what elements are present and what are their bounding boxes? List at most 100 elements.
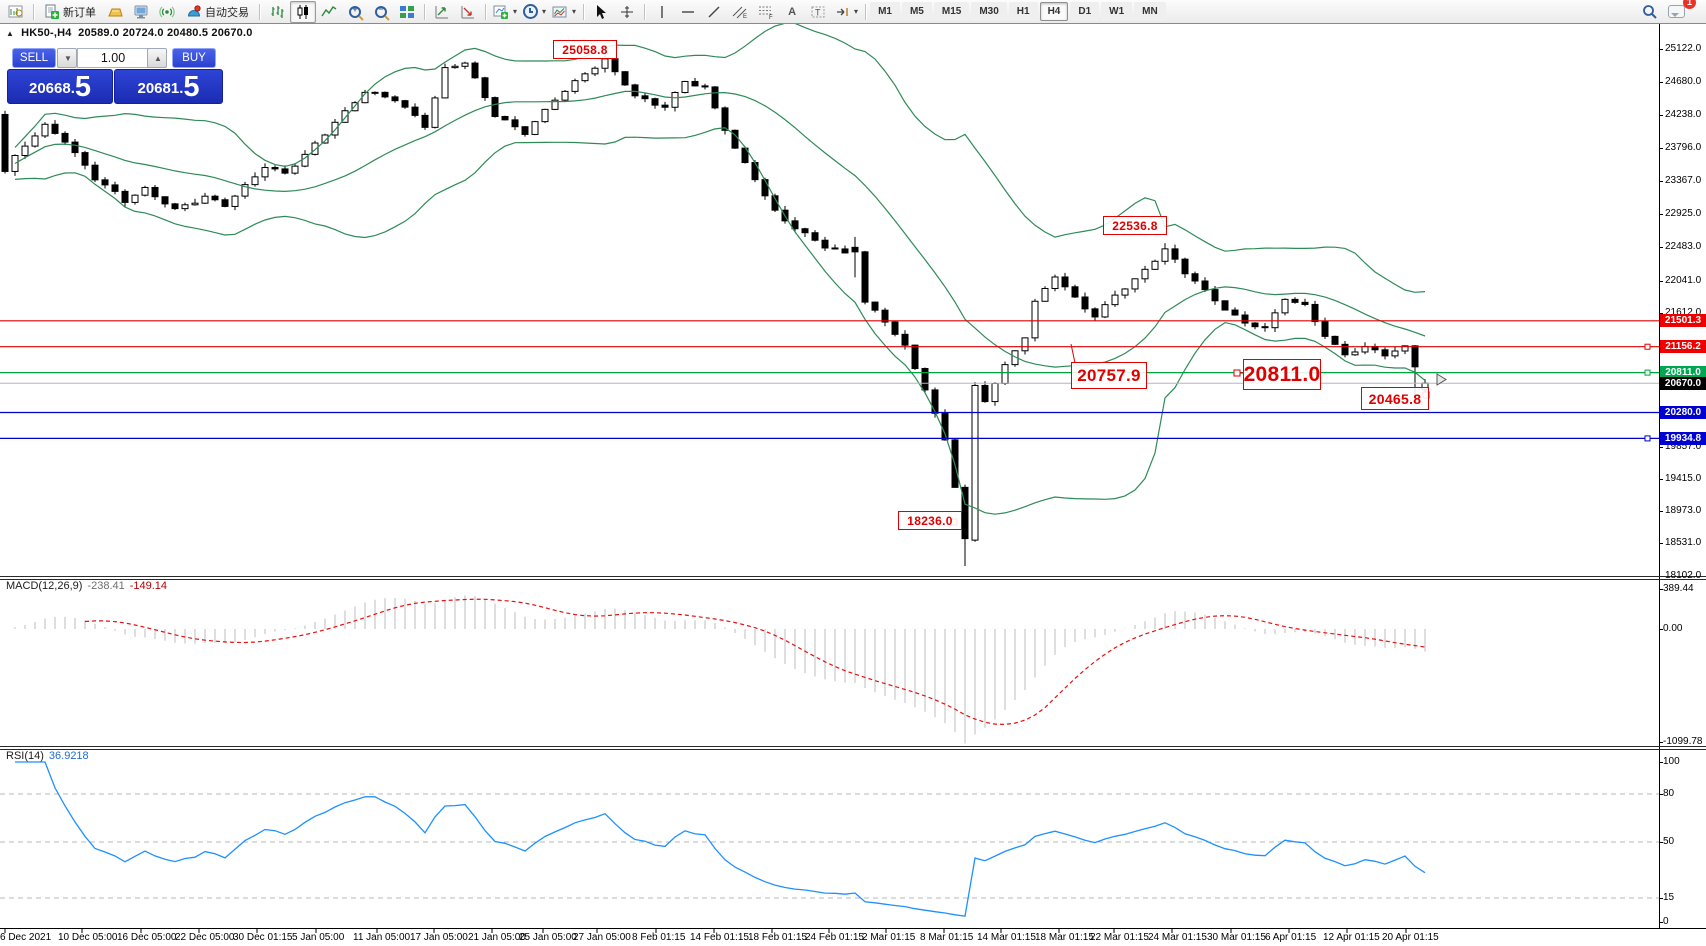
time-label: 5 Jan 05:00: [292, 932, 345, 943]
callout-handle[interactable]: [1233, 369, 1241, 377]
separator: [583, 3, 585, 20]
crosshair-button[interactable]: [614, 1, 640, 23]
macd-axis-label: 389.44: [1663, 583, 1694, 594]
rsi-axis-label: 15: [1663, 892, 1675, 903]
macd-name: MACD(12,26,9): [6, 580, 83, 592]
arrow-up-chart-icon: [435, 5, 448, 18]
volume-input[interactable]: 1.00: [77, 48, 149, 68]
dropdown-caret-icon: ▾: [854, 7, 859, 16]
callout-18236.0[interactable]: 18236.0: [898, 511, 962, 530]
timeframe-M30[interactable]: M30: [971, 2, 1007, 21]
bar-chart-button[interactable]: [264, 1, 290, 23]
callout-20811.0[interactable]: 20811.0: [1243, 359, 1321, 390]
rsi-name: RSI(14): [6, 750, 44, 762]
rsi-axis-label: 100: [1663, 756, 1680, 767]
symbol-period: HK50-,H4: [21, 27, 72, 39]
new-chart-button[interactable]: ▾: [490, 1, 520, 23]
line-handle[interactable]: [1644, 369, 1651, 376]
cursor-button[interactable]: [588, 1, 614, 23]
text-label-button[interactable]: T: [805, 1, 831, 23]
price-tick-label: 19857.0: [1665, 441, 1702, 452]
price-tick-label: 18973.0: [1665, 505, 1702, 516]
price-tick-label: 18531.0: [1665, 537, 1702, 548]
arrows-tool-button[interactable]: ▾: [831, 1, 861, 23]
dropdown-caret-icon: ▾: [542, 7, 547, 16]
volume-increase-button[interactable]: ▲: [147, 48, 167, 68]
bar-chart-icon: [271, 5, 284, 18]
chat-button[interactable]: 1: [1663, 0, 1696, 23]
timeframe-M15[interactable]: M15: [933, 2, 970, 21]
callout-20465.8[interactable]: 20465.8: [1361, 387, 1429, 410]
price-marker-label-21156.2: 21156.2: [1660, 340, 1706, 354]
callout-22536.8[interactable]: 22536.8: [1103, 216, 1167, 235]
indicator-up-button[interactable]: [429, 1, 455, 23]
dropdown-caret-icon: ▾: [513, 7, 518, 16]
timeframe-D1[interactable]: D1: [1070, 2, 1100, 21]
price-tick-label: 22483.0: [1665, 241, 1702, 252]
time-label: 30 Mar 01:15: [1207, 932, 1266, 943]
volume-decrease-button[interactable]: ▼: [57, 48, 77, 68]
chat-icon: [1667, 5, 1685, 18]
timeframe-MN[interactable]: MN: [1134, 2, 1166, 21]
buy-price-pip: 5: [183, 71, 200, 103]
zoom-in-button[interactable]: +: [342, 1, 368, 23]
terminal-button[interactable]: [128, 1, 154, 23]
signals-button[interactable]: [154, 1, 180, 23]
buy-button[interactable]: BUY: [172, 48, 216, 68]
fibonacci-button[interactable]: F: [753, 1, 779, 23]
price-tick-label: 24238.0: [1665, 109, 1702, 120]
line-chart-button[interactable]: [316, 1, 342, 23]
buy-price[interactable]: 20681. 5: [114, 69, 223, 104]
new-order-label: 新订单: [63, 6, 96, 19]
vertical-line-button[interactable]: [649, 1, 675, 23]
rsi-axis-label: 80: [1663, 788, 1675, 799]
callout-25058.8[interactable]: 25058.8: [553, 40, 617, 59]
zoom-out-button[interactable]: −: [368, 1, 394, 23]
timeframe-M5[interactable]: M5: [901, 2, 932, 21]
timeframe-H1[interactable]: H1: [1008, 2, 1038, 21]
separator: [424, 3, 425, 20]
price-marker-label-21501.3: 21501.3: [1660, 314, 1706, 328]
new-order-button[interactable]: 新订单: [38, 2, 102, 22]
channel-button[interactable]: E: [727, 1, 753, 23]
separator: [259, 3, 260, 20]
trendline-button[interactable]: [701, 1, 727, 23]
line-handle[interactable]: [1644, 435, 1651, 442]
search-button[interactable]: [1637, 1, 1663, 23]
new-order-icon: [45, 4, 59, 19]
candlestick-chart-button[interactable]: [290, 0, 316, 23]
macd-histogram: [14, 595, 1426, 744]
time-label: 22 Dec 05:00: [175, 932, 235, 943]
line-handle[interactable]: [1644, 343, 1651, 350]
market-watch-button[interactable]: [102, 1, 128, 23]
timeframe-H4[interactable]: H4: [1039, 2, 1069, 21]
main-panel: [1, 24, 1429, 566]
indicator-down-button[interactable]: [455, 1, 481, 23]
charts-window-button[interactable]: [3, 1, 29, 23]
callout-20757.9[interactable]: 20757.9: [1071, 362, 1147, 389]
horizontal-line-button[interactable]: [675, 1, 701, 23]
monitor-icon: [134, 5, 148, 18]
price-tick-label: 23367.0: [1665, 175, 1702, 186]
timeframe-M1[interactable]: M1: [870, 2, 900, 21]
templates-button[interactable]: ▾: [549, 1, 579, 23]
timeframe-W1[interactable]: W1: [1101, 2, 1133, 21]
template-icon: [552, 6, 567, 17]
collapse-arrow-icon[interactable]: ▲: [6, 29, 15, 38]
text-button[interactable]: A: [779, 1, 805, 23]
price-tick-label: 22925.0: [1665, 208, 1702, 219]
sell-price[interactable]: 20668. 5: [7, 69, 113, 104]
tile-windows-button[interactable]: [394, 1, 420, 23]
macd-panel: [14, 595, 1426, 744]
autotrading-icon: [187, 4, 201, 16]
sell-button[interactable]: SELL: [12, 48, 56, 68]
separator: [33, 3, 34, 20]
dropdown-caret-icon: ▾: [572, 7, 577, 16]
periods-button[interactable]: ▾: [520, 1, 549, 23]
autotrading-button[interactable]: 自动交易: [180, 2, 255, 22]
separator: [485, 3, 486, 20]
price-tick-label: 22041.0: [1665, 275, 1702, 286]
separator: [865, 3, 867, 20]
price-marker-label-20280.0: 20280.0: [1660, 406, 1706, 419]
